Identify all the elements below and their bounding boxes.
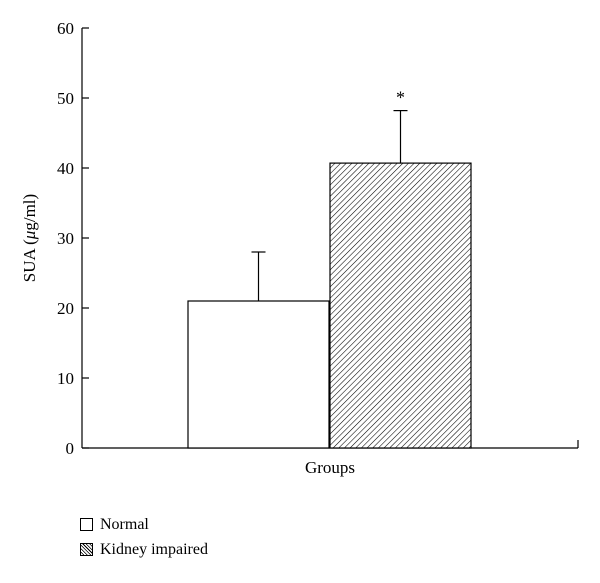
legend-swatch-kidney-impaired: [80, 543, 93, 556]
y-tick-label-0: 0: [66, 439, 75, 458]
legend-item-kidney-impaired: Kidney impaired: [80, 537, 208, 562]
x-axis-label: Groups: [305, 458, 355, 477]
y-tick-label-60: 60: [57, 19, 74, 38]
legend-label-kidney-impaired: Kidney impaired: [100, 540, 208, 558]
legend-item-normal: Normal: [80, 512, 208, 537]
y-tick-label-10: 10: [57, 369, 74, 388]
y-axis-label: SUA (μg/ml): [20, 194, 39, 282]
legend: Normal Kidney impaired: [80, 512, 208, 562]
y-tick-label-40: 40: [57, 159, 74, 178]
significance-marker-1: *: [396, 88, 405, 108]
y-tick-label-30: 30: [57, 229, 74, 248]
legend-label-normal: Normal: [100, 515, 149, 533]
y-tick-label-20: 20: [57, 299, 74, 318]
bar-1: [329, 162, 472, 449]
legend-swatch-normal: [80, 518, 93, 531]
y-tick-label-50: 50: [57, 89, 74, 108]
bar-0: [187, 300, 330, 449]
bar-chart: 0 10 20 30 40 50 60 * Groups SUA (μg/ml): [20, 19, 579, 477]
